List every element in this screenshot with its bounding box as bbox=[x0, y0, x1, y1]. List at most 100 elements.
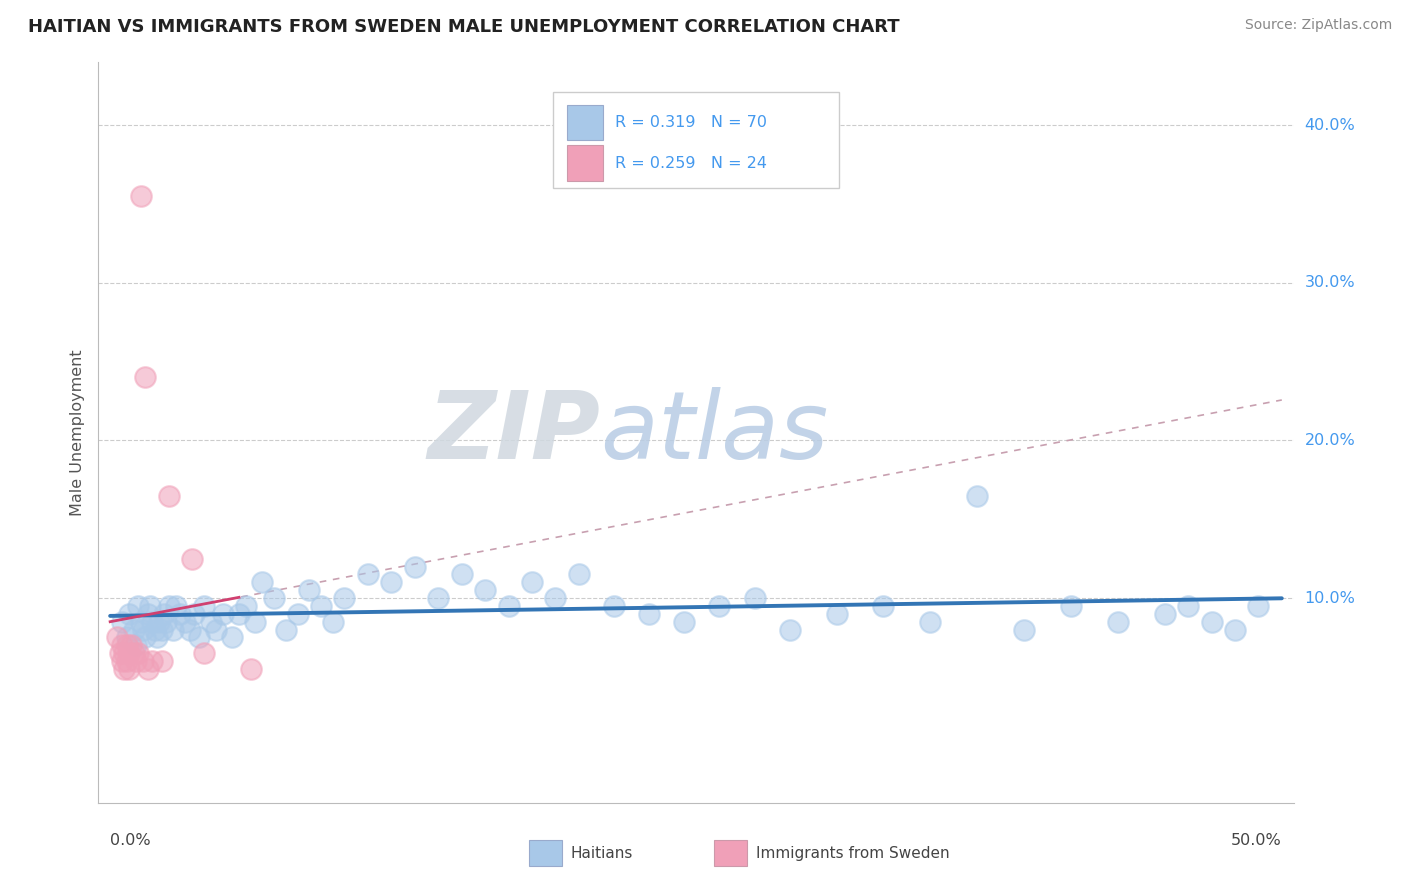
Point bbox=[122, 646, 145, 660]
Point bbox=[132, 654, 155, 668]
Point bbox=[333, 591, 356, 605]
Point bbox=[111, 615, 134, 629]
Point bbox=[125, 638, 148, 652]
Point bbox=[111, 638, 134, 652]
Point bbox=[287, 607, 309, 621]
Point bbox=[120, 638, 142, 652]
Text: Immigrants from Sweden: Immigrants from Sweden bbox=[756, 846, 949, 861]
Point bbox=[146, 631, 169, 645]
Point bbox=[134, 370, 156, 384]
Text: 40.0%: 40.0% bbox=[1305, 118, 1355, 133]
Point bbox=[127, 646, 149, 660]
Point bbox=[450, 567, 472, 582]
Point bbox=[150, 654, 173, 668]
Text: R = 0.319   N = 70: R = 0.319 N = 70 bbox=[614, 115, 766, 130]
Point bbox=[108, 646, 131, 660]
Point bbox=[136, 607, 159, 621]
Point bbox=[111, 654, 134, 668]
Point bbox=[966, 489, 988, 503]
Point bbox=[872, 599, 894, 613]
Point bbox=[1247, 599, 1270, 613]
Text: Haitians: Haitians bbox=[571, 846, 633, 861]
Text: 10.0%: 10.0% bbox=[1305, 591, 1355, 606]
Point bbox=[132, 623, 155, 637]
Point bbox=[188, 631, 211, 645]
Point bbox=[141, 654, 163, 668]
Text: HAITIAN VS IMMIGRANTS FROM SWEDEN MALE UNEMPLOYMENT CORRELATION CHART: HAITIAN VS IMMIGRANTS FROM SWEDEN MALE U… bbox=[28, 18, 900, 36]
Text: 20.0%: 20.0% bbox=[1305, 433, 1355, 448]
Point bbox=[204, 623, 226, 637]
Point bbox=[322, 615, 344, 629]
Point bbox=[404, 559, 426, 574]
FancyBboxPatch shape bbox=[567, 145, 603, 181]
FancyBboxPatch shape bbox=[567, 104, 603, 140]
Point bbox=[118, 646, 141, 660]
Point bbox=[169, 607, 191, 621]
Point bbox=[183, 607, 205, 621]
Point bbox=[1107, 615, 1129, 629]
Text: 50.0%: 50.0% bbox=[1232, 833, 1282, 848]
Point bbox=[252, 575, 274, 590]
Point bbox=[1223, 623, 1246, 637]
Point bbox=[125, 654, 148, 668]
Point bbox=[112, 646, 135, 660]
Point bbox=[825, 607, 848, 621]
Point bbox=[744, 591, 766, 605]
Point bbox=[143, 623, 166, 637]
Point bbox=[1060, 599, 1083, 613]
Point bbox=[1012, 623, 1035, 637]
Point bbox=[498, 599, 520, 613]
Point bbox=[200, 615, 222, 629]
Point bbox=[155, 615, 177, 629]
Point bbox=[139, 599, 162, 613]
Point bbox=[221, 631, 243, 645]
Point bbox=[118, 607, 141, 621]
Point bbox=[105, 631, 128, 645]
Point bbox=[309, 599, 332, 613]
Text: Source: ZipAtlas.com: Source: ZipAtlas.com bbox=[1244, 18, 1392, 32]
Point bbox=[544, 591, 567, 605]
FancyBboxPatch shape bbox=[714, 840, 748, 866]
Point bbox=[638, 607, 661, 621]
Point bbox=[153, 607, 176, 621]
Point bbox=[380, 575, 402, 590]
Text: atlas: atlas bbox=[600, 387, 828, 478]
Point bbox=[174, 615, 197, 629]
FancyBboxPatch shape bbox=[553, 92, 839, 188]
Point bbox=[274, 623, 297, 637]
Point bbox=[129, 615, 152, 629]
Point bbox=[157, 489, 180, 503]
Point bbox=[235, 599, 257, 613]
Point bbox=[165, 599, 187, 613]
Point bbox=[162, 623, 184, 637]
Point bbox=[129, 189, 152, 203]
Point bbox=[357, 567, 380, 582]
Point bbox=[1153, 607, 1175, 621]
Point bbox=[112, 662, 135, 676]
Point bbox=[179, 623, 201, 637]
Point bbox=[779, 623, 801, 637]
Point bbox=[239, 662, 262, 676]
Point bbox=[150, 623, 173, 637]
Text: ZIP: ZIP bbox=[427, 386, 600, 479]
Point bbox=[520, 575, 543, 590]
Point bbox=[127, 599, 149, 613]
Text: 30.0%: 30.0% bbox=[1305, 276, 1355, 291]
Point bbox=[118, 662, 141, 676]
Y-axis label: Male Unemployment: Male Unemployment bbox=[69, 350, 84, 516]
Point bbox=[115, 638, 138, 652]
Point bbox=[122, 623, 145, 637]
Point bbox=[603, 599, 626, 613]
Point bbox=[427, 591, 450, 605]
Point bbox=[181, 551, 204, 566]
Point bbox=[245, 615, 267, 629]
Point bbox=[141, 615, 163, 629]
Point bbox=[228, 607, 250, 621]
Point bbox=[1177, 599, 1199, 613]
Point bbox=[1201, 615, 1223, 629]
Point bbox=[115, 631, 138, 645]
Point bbox=[263, 591, 285, 605]
Point bbox=[148, 615, 170, 629]
Point bbox=[474, 583, 496, 598]
Text: R = 0.259   N = 24: R = 0.259 N = 24 bbox=[614, 155, 766, 170]
